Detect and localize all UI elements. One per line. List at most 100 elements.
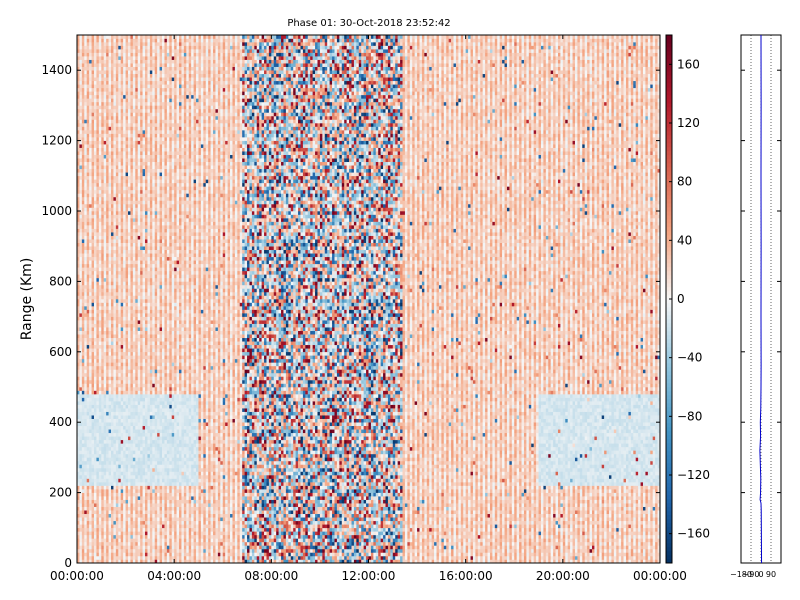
- heatmap-cell: [113, 137, 116, 141]
- heatmap-cell: [79, 310, 82, 314]
- heatmap-cell: [82, 405, 85, 409]
- heatmap-cell: [111, 278, 114, 282]
- heatmap-cell: [92, 236, 95, 240]
- heatmap-cell: [87, 183, 90, 187]
- heatmap-cell: [113, 394, 116, 398]
- heatmap-cell: [96, 190, 99, 194]
- heatmap-cell: [116, 225, 119, 229]
- heatmap-cell: [99, 549, 102, 553]
- heatmap-cell: [96, 359, 99, 363]
- heatmap-cell: [128, 542, 131, 546]
- heatmap-cell: [126, 260, 129, 264]
- heatmap-cell: [94, 158, 97, 162]
- heatmap-cell: [87, 267, 90, 271]
- heatmap-cell: [118, 88, 121, 92]
- heatmap-cell: [79, 436, 82, 440]
- heatmap-cell: [109, 179, 112, 183]
- heatmap-cell: [79, 172, 82, 176]
- heatmap-cell: [82, 285, 85, 289]
- heatmap-cell: [92, 250, 95, 254]
- heatmap-cell: [92, 246, 95, 250]
- heatmap-cell: [79, 250, 82, 254]
- heatmap-cell: [79, 422, 82, 426]
- heatmap-cell: [87, 376, 90, 380]
- heatmap-cell: [111, 225, 114, 229]
- heatmap-cell: [121, 151, 124, 155]
- heatmap-cell: [109, 236, 112, 240]
- heatmap-cell: [89, 528, 92, 532]
- heatmap-cell: [79, 482, 82, 486]
- heatmap-cell: [128, 440, 131, 444]
- heatmap-cell: [121, 549, 124, 553]
- heatmap-cell: [113, 510, 116, 514]
- heatmap-cell: [84, 303, 87, 307]
- heatmap-cell: [126, 324, 129, 328]
- heatmap-cell: [87, 253, 90, 257]
- heatmap-cell: [130, 144, 133, 148]
- heatmap-cell: [109, 264, 112, 268]
- heatmap-cell: [113, 482, 116, 486]
- heatmap-cell: [99, 303, 102, 307]
- heatmap-cell: [96, 204, 99, 208]
- heatmap-cell: [123, 116, 126, 120]
- heatmap-cell: [121, 109, 124, 113]
- heatmap-cell: [111, 70, 114, 74]
- heatmap-cell: [99, 246, 102, 250]
- heatmap-cell: [101, 362, 104, 366]
- heatmap-cell: [104, 148, 107, 152]
- heatmap-cell: [79, 299, 82, 303]
- heatmap-cell: [121, 127, 124, 131]
- heatmap-cell: [79, 324, 82, 328]
- heatmap-cell: [116, 46, 119, 50]
- heatmap-cell: [109, 531, 112, 535]
- heatmap-cell: [82, 461, 85, 465]
- heatmap-cell: [130, 376, 133, 380]
- heatmap-cell: [130, 169, 133, 173]
- heatmap-cell: [99, 271, 102, 275]
- heatmap-cell: [130, 250, 133, 254]
- heatmap-cell: [106, 250, 109, 254]
- heatmap-cell: [99, 415, 102, 419]
- heatmap-cell: [121, 232, 124, 236]
- heatmap-cell: [116, 359, 119, 363]
- heatmap-cell: [99, 98, 102, 102]
- heatmap-cell: [79, 479, 82, 483]
- heatmap-cell: [89, 53, 92, 57]
- heatmap-cell: [79, 320, 82, 324]
- heatmap-cell: [82, 528, 85, 532]
- heatmap-cell: [89, 398, 92, 402]
- heatmap-cell: [82, 436, 85, 440]
- heatmap-cell: [96, 281, 99, 285]
- heatmap-cell: [126, 496, 129, 500]
- heatmap-cell: [133, 440, 136, 444]
- heatmap-cell: [96, 225, 99, 229]
- heatmap-cell: [94, 355, 97, 359]
- heatmap-cell: [118, 531, 121, 535]
- heatmap-cell: [92, 415, 95, 419]
- heatmap-cell: [104, 327, 107, 331]
- heatmap-cell: [92, 130, 95, 134]
- heatmap-cell: [96, 60, 99, 64]
- heatmap-cell: [84, 348, 87, 352]
- heatmap-cell: [111, 127, 114, 131]
- heatmap-cell: [99, 479, 102, 483]
- heatmap-cell: [84, 123, 87, 127]
- heatmap-cell: [116, 552, 119, 556]
- heatmap-cell: [130, 303, 133, 307]
- heatmap-cell: [89, 299, 92, 303]
- heatmap-cell: [82, 271, 85, 275]
- heatmap-cell: [113, 148, 116, 152]
- heatmap-cell: [106, 405, 109, 409]
- heatmap-cell: [101, 331, 104, 335]
- heatmap-cell: [99, 440, 102, 444]
- heatmap-cell: [101, 299, 104, 303]
- heatmap-cell: [109, 380, 112, 384]
- heatmap-cell: [109, 130, 112, 134]
- heatmap-cell: [116, 84, 119, 88]
- heatmap-cell: [79, 535, 82, 539]
- heatmap-cell: [106, 239, 109, 243]
- heatmap-cell: [92, 313, 95, 317]
- heatmap-cell: [96, 141, 99, 145]
- heatmap-cell: [123, 535, 126, 539]
- heatmap-cell: [126, 503, 129, 507]
